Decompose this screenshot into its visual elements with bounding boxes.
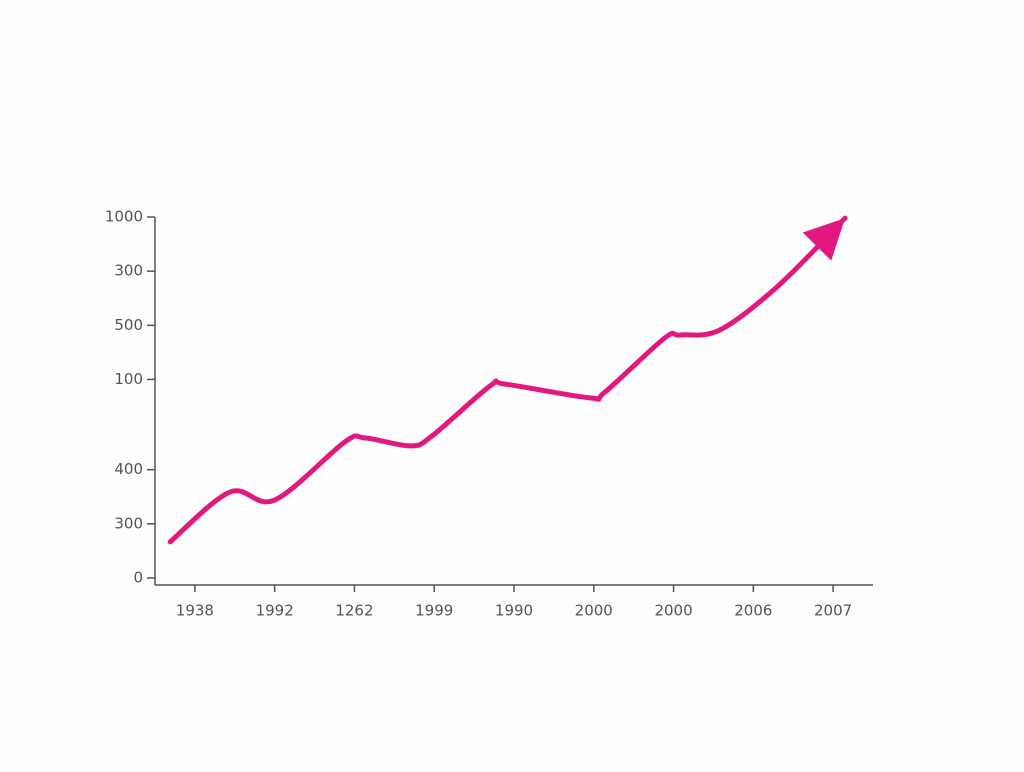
y-tick-label: 1000 <box>105 208 143 226</box>
x-tick-label: 2006 <box>734 602 772 620</box>
y-tick-label: 400 <box>114 460 143 478</box>
x-tick-label: 1990 <box>495 602 533 620</box>
y-tick-label: 100 <box>114 370 143 388</box>
x-tick-label: 1992 <box>256 602 294 620</box>
y-tick-label: 300 <box>114 514 143 532</box>
y-tick-label: 500 <box>114 316 143 334</box>
x-tick-label: 1938 <box>176 602 214 620</box>
arrow-head <box>802 218 846 261</box>
x-tick-label: 1262 <box>335 602 373 620</box>
x-tick-label: 2007 <box>814 602 852 620</box>
x-tick-label: 1999 <box>415 602 453 620</box>
x-tick-label: 2000 <box>575 602 613 620</box>
x-tick-label: 2000 <box>654 602 692 620</box>
y-tick-label: 0 <box>133 569 143 587</box>
y-tick-label: 300 <box>114 262 143 280</box>
line <box>167 215 848 545</box>
